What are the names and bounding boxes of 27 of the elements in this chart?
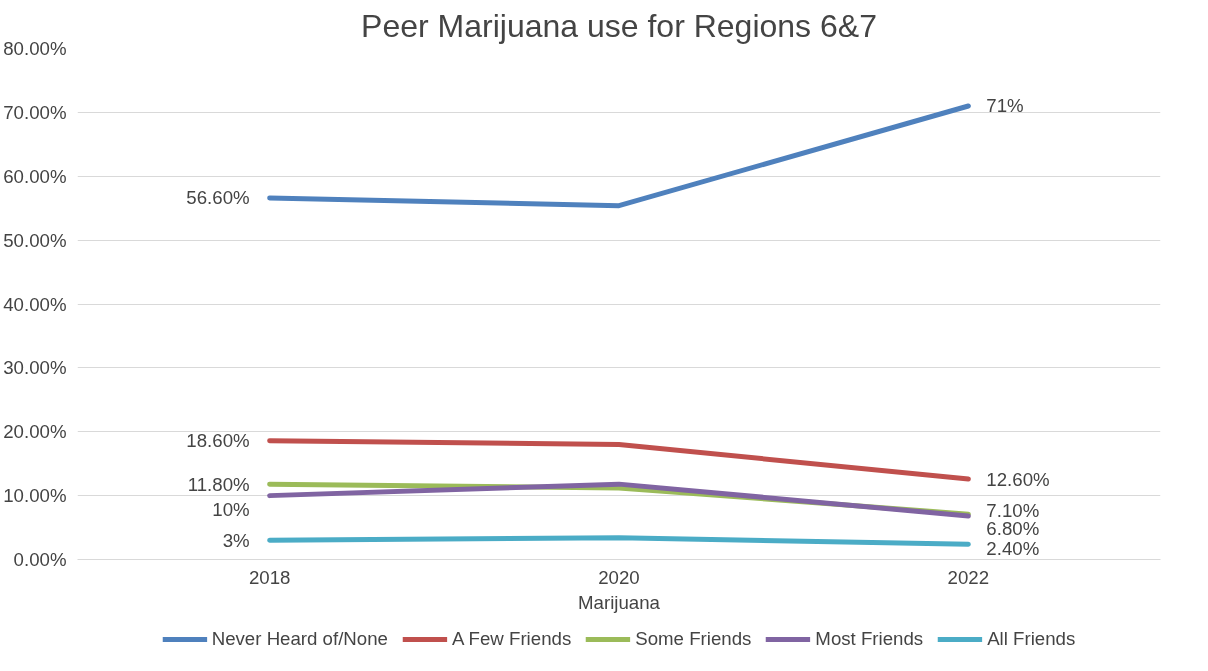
data-label: 18.60% xyxy=(186,430,250,452)
y-tick-label: 80.00% xyxy=(3,38,67,59)
x-axis-title: Marijuana xyxy=(578,591,661,613)
y-tick-label: 40.00% xyxy=(3,293,67,315)
y-tick-label: 0.00% xyxy=(13,549,67,570)
data-label: 12.60% xyxy=(986,468,1050,490)
data-label: 10% xyxy=(212,499,250,521)
data-label: 3% xyxy=(222,529,250,551)
legend-label: Most Friends xyxy=(815,628,924,650)
y-tick-label: 50.00% xyxy=(3,229,67,251)
x-tick-label: 2020 xyxy=(598,566,640,588)
legend-label: All Friends xyxy=(987,628,1076,650)
legend-label: Never Heard of/None xyxy=(211,628,388,650)
x-tick-label: 2018 xyxy=(248,566,291,588)
chart-title: Peer Marijuana use for Regions 6&7 xyxy=(361,7,877,44)
data-label: 71% xyxy=(986,95,1024,117)
x-tick-label: 2022 xyxy=(947,566,990,588)
y-tick-label: 70.00% xyxy=(3,101,67,123)
legend-label: A Few Friends xyxy=(451,628,572,650)
y-tick-label: 20.00% xyxy=(3,421,67,443)
y-tick-label: 10.00% xyxy=(3,485,67,507)
data-label: 11.80% xyxy=(187,473,250,495)
data-label: 56.60% xyxy=(186,187,250,209)
y-tick-label: 60.00% xyxy=(3,165,67,187)
y-tick-label: 30.00% xyxy=(3,357,67,379)
legend-label: Some Friends xyxy=(635,628,752,650)
data-label: 2.40% xyxy=(986,537,1040,559)
